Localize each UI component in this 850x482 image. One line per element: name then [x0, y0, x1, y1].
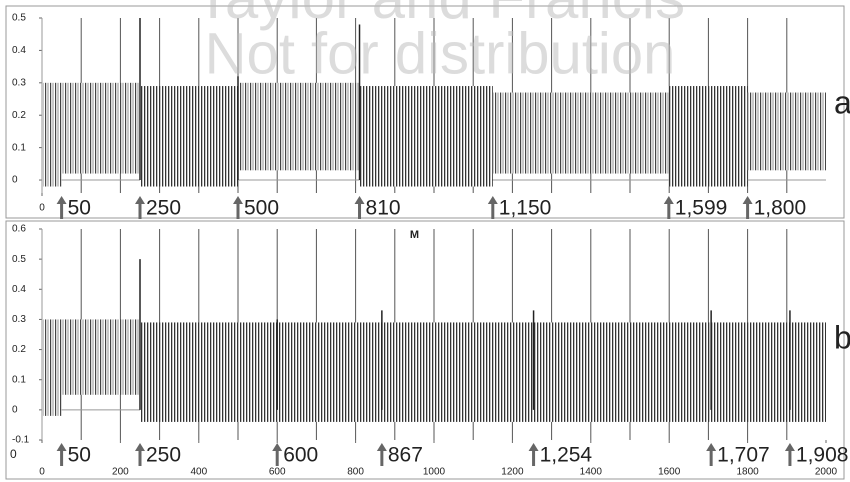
- oscillation-band: [61, 319, 140, 395]
- watermark: Not for distribution: [205, 21, 676, 86]
- y-tick-label: 0.3: [12, 77, 26, 88]
- y-tick-label: 0.5: [12, 254, 26, 265]
- oscillation-band: [359, 86, 493, 187]
- annotation-label: 1,707: [717, 444, 770, 467]
- annotation-label: 500: [244, 197, 279, 220]
- x-tick-label: 1800: [736, 467, 759, 478]
- y-tick-label: 0.5: [12, 13, 26, 24]
- oscillation-band: [492, 92, 669, 174]
- annotation-label: 1,150: [499, 197, 552, 220]
- arrow-head: [742, 196, 753, 204]
- arrow-head: [706, 443, 717, 451]
- annotation-label: 867: [388, 444, 423, 467]
- x-tick-label: 1200: [501, 467, 524, 478]
- y-tick-label: 0.2: [12, 110, 26, 121]
- annotation-label: 810: [366, 197, 401, 220]
- x-tick-label: 600: [269, 467, 286, 478]
- panel-label: b: [834, 319, 850, 355]
- arrow-head: [784, 443, 795, 451]
- y-tick-label: -0.1: [12, 435, 30, 446]
- watermark: Taylor and Francis: [195, 0, 685, 31]
- y-tick-label: 0.2: [12, 344, 26, 355]
- arrow-head: [272, 443, 283, 451]
- oscillation-band: [42, 319, 62, 416]
- annotation-label: 1,800: [754, 197, 807, 220]
- panel-label: a: [834, 84, 850, 120]
- y-tick-label: 0: [12, 404, 18, 415]
- oscillation-band: [140, 322, 826, 422]
- annotation-label: 50: [68, 444, 91, 467]
- x-tick-label: 1600: [658, 467, 681, 478]
- oscillation-band: [42, 82, 62, 187]
- arrow-head: [528, 443, 539, 451]
- arrow-head: [56, 196, 67, 204]
- annotation-label: 600: [283, 444, 318, 467]
- panel-frame: [5, 5, 845, 219]
- oscillation-band: [61, 82, 140, 174]
- x-tick-label: 1400: [580, 467, 603, 478]
- annotation-label: 250: [146, 444, 181, 467]
- y-tick-label: 0.4: [12, 45, 26, 56]
- arrow-head: [233, 196, 243, 204]
- marker-label: M: [410, 229, 419, 241]
- annotation-label: 250: [146, 197, 181, 220]
- arrow-head: [56, 443, 67, 451]
- x-tick-label: 400: [190, 467, 207, 478]
- y-tick-label: 0.4: [12, 284, 26, 295]
- x-tick-label: 200: [112, 467, 129, 478]
- oscillation-band: [747, 92, 826, 171]
- panel-frame: [5, 220, 845, 480]
- arrow-head: [135, 196, 145, 204]
- y-tick-label: 0.3: [12, 314, 26, 325]
- x-tick-label: 0: [39, 467, 45, 478]
- annotation-label: 1,254: [540, 444, 593, 467]
- x-tick-label: 800: [347, 467, 364, 478]
- y-tick-label: 0.1: [12, 374, 26, 385]
- oscillation-band: [668, 86, 748, 187]
- arrow-head: [376, 443, 387, 451]
- x-tick-label: 2000: [815, 467, 838, 478]
- annotation-label: 1,599: [675, 197, 728, 220]
- y-tick-label: 0: [12, 175, 18, 186]
- annotation-label: 50: [68, 197, 91, 220]
- y-tick-label: 0.6: [12, 224, 26, 235]
- oscillation-band: [140, 86, 238, 187]
- oscillation-band: [238, 82, 360, 171]
- origin-label: 0: [10, 447, 17, 461]
- arrow-head: [135, 443, 145, 451]
- x-tick-label: 1000: [423, 467, 446, 478]
- y-tick-label: 0.1: [12, 142, 26, 153]
- arrow-head: [663, 196, 674, 204]
- annotation-label: 1,908: [796, 444, 849, 467]
- x-tick-label: 0: [39, 203, 45, 214]
- arrow-head: [354, 196, 365, 204]
- arrow-head: [487, 196, 498, 204]
